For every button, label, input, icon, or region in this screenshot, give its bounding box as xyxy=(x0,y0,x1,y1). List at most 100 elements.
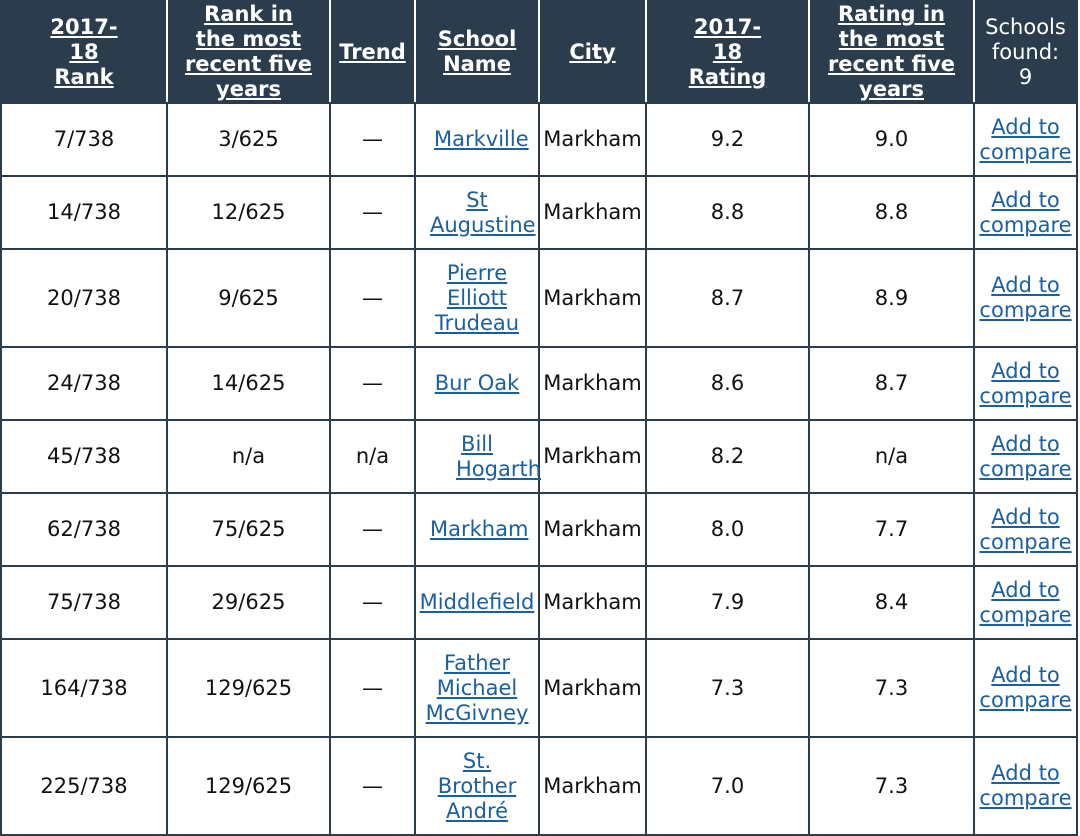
rating-cell: 8.7 xyxy=(645,248,810,348)
rank-five-years-cell: 9/625 xyxy=(166,248,331,348)
add-to-compare-link[interactable]: Add to compare xyxy=(979,663,1071,713)
rating-five-years-cell: 8.7 xyxy=(808,346,975,421)
trend-cell: — xyxy=(329,565,416,640)
add-to-compare-link[interactable]: Add to compare xyxy=(979,188,1071,238)
school-name-cell: Bill Hogarth xyxy=(414,419,542,494)
table-body: 7/738 3/625— Markville Markham 9.2 9.0 Add to c… xyxy=(0,102,1078,836)
school-link[interactable]: Middlefield xyxy=(419,590,535,614)
school-name-cell: St. Brother André xyxy=(414,736,540,836)
table-row: 20/738 9/625— Pierre Elliott Trudeau Markha… xyxy=(0,248,1078,348)
column-header-trend: Trend xyxy=(329,0,416,104)
trend-cell: — xyxy=(329,638,416,738)
city-cell: Markham xyxy=(538,175,647,250)
rating-five-years-cell: 8.8 xyxy=(808,175,975,250)
trend-cell: n/a xyxy=(329,419,416,494)
trend-cell: — xyxy=(329,492,416,567)
rank-five-years-cell: 3/625 xyxy=(166,102,331,177)
compare-cell: Add to compare xyxy=(973,346,1078,421)
school-name-cell: Middlefield xyxy=(414,565,540,640)
add-to-compare-label-line2: compare xyxy=(979,298,1072,322)
add-to-compare-link[interactable]: Add to compare xyxy=(979,359,1071,409)
add-to-compare-link[interactable]: Add to compare xyxy=(979,432,1071,482)
add-to-compare-label-line1: Add to xyxy=(991,273,1060,297)
add-to-compare-label-line1: Add to xyxy=(991,358,1060,383)
school-name-cell: Bur Oak xyxy=(414,346,540,421)
add-to-compare-label-line1: Add to xyxy=(991,577,1060,602)
sort-by-rank-link[interactable]: 2017-18 Rank xyxy=(50,14,118,89)
column-header-city: City xyxy=(538,0,647,104)
table-row: 7/738 3/625— Markville Markham 9.2 9.0 Add to c… xyxy=(0,102,1078,177)
compare-cell: Add to compare xyxy=(973,419,1078,494)
sort-by-trend-link[interactable]: Trend xyxy=(339,39,406,64)
compare-cell: Add to compare xyxy=(973,565,1078,640)
add-to-compare-label-line1: Add to xyxy=(991,431,1060,456)
rank-cell: 20/738 xyxy=(0,248,168,348)
add-to-compare-label-line1: Add to xyxy=(991,187,1060,212)
add-to-compare-link[interactable]: Add to compare xyxy=(979,761,1071,811)
add-to-compare-label-line1: Add to xyxy=(991,761,1060,785)
rank-cell: 45/738 xyxy=(0,419,168,494)
rating-five-years-cell: 9.0 xyxy=(808,102,975,177)
sort-by-rank-five-years-link[interactable]: Rank in the most recent five years xyxy=(184,2,313,101)
city-cell: Markham xyxy=(538,102,647,177)
school-link[interactable]: St Augustine xyxy=(430,187,536,237)
rating-cell: 7.3 xyxy=(645,638,810,738)
rating-cell: 8.6 xyxy=(645,346,810,421)
school-link[interactable]: Father Michael McGivney xyxy=(425,650,529,725)
add-to-compare-label-line2: compare xyxy=(979,383,1072,408)
sort-by-city-link[interactable]: City xyxy=(569,39,616,64)
city-cell: Markham xyxy=(538,565,647,640)
school-name-cell: Father Michael McGivney xyxy=(414,638,540,738)
add-to-compare-link[interactable]: Add to compare xyxy=(979,505,1071,555)
rating-five-years-cell: 8.4 xyxy=(808,565,975,640)
add-to-compare-link[interactable]: Add to compare xyxy=(979,578,1071,628)
trend-cell: — xyxy=(329,736,416,836)
add-to-compare-link[interactable]: Add to compare xyxy=(979,273,1071,323)
city-cell: Markham xyxy=(538,736,647,836)
rank-five-years-cell: 75/625 xyxy=(166,492,331,567)
compare-cell: Add to compare xyxy=(973,102,1078,177)
compare-cell: Add to compare xyxy=(973,175,1078,250)
column-header-school-name: School Name xyxy=(414,0,540,104)
schools-found-number: 9 xyxy=(1018,64,1033,89)
rank-cell: 14/738 xyxy=(0,175,168,250)
rating-cell: 8.8 xyxy=(645,175,810,250)
add-to-compare-label-line2: compare xyxy=(979,602,1072,627)
add-to-compare-link[interactable]: Add to compare xyxy=(979,115,1071,165)
school-name-cell: Pierre Elliott Trudeau xyxy=(414,248,540,348)
rank-five-years-cell: 129/625 xyxy=(166,736,331,836)
add-to-compare-label-line2: compare xyxy=(979,529,1072,554)
school-link[interactable]: Markville xyxy=(434,127,529,151)
table-row: 164/738 129/625— Father Michael McGivney Ma… xyxy=(0,638,1078,738)
sort-by-school-name-link[interactable]: School Name xyxy=(437,27,517,76)
trend-cell: — xyxy=(329,248,416,348)
rank-five-years-cell: 129/625 xyxy=(166,638,331,738)
table-row: 75/738 29/625— Middlefield Markham 7.9 8.4 Add… xyxy=(0,565,1078,640)
add-to-compare-label-line2: compare xyxy=(979,786,1072,810)
rating-cell: 7.9 xyxy=(645,565,810,640)
rating-cell: 8.2 xyxy=(645,419,810,494)
school-link[interactable]: St. Brother André xyxy=(437,748,517,823)
rating-five-years-cell: n/a xyxy=(808,419,975,494)
compare-cell: Add to compare xyxy=(973,736,1078,836)
add-to-compare-label-line2: compare xyxy=(979,688,1072,712)
sort-by-rating-five-years-link[interactable]: Rating in the most recent five years xyxy=(827,2,956,101)
trend-cell: — xyxy=(329,175,416,250)
add-to-compare-label-line2: compare xyxy=(979,212,1072,237)
table-row: 225/738 129/625— St. Brother André Markham 7… xyxy=(0,736,1078,836)
school-name-cell: Markville xyxy=(414,102,540,177)
rank-cell: 75/738 xyxy=(0,565,168,640)
trend-cell: — xyxy=(329,346,416,421)
school-link[interactable]: Pierre Elliott Trudeau xyxy=(434,260,520,335)
sort-by-rating-link[interactable]: 2017-18 Rating xyxy=(688,14,767,89)
rank-five-years-cell: 29/625 xyxy=(166,565,331,640)
school-link[interactable]: Markham xyxy=(430,517,529,541)
compare-cell: Add to compare xyxy=(973,248,1078,348)
school-link[interactable]: Bill Hogarth xyxy=(456,431,542,481)
rank-five-years-cell: n/a xyxy=(166,419,331,494)
schools-found-count: Schools found: 9 xyxy=(973,0,1078,104)
add-to-compare-label-line1: Add to xyxy=(991,114,1060,139)
school-link[interactable]: Bur Oak xyxy=(434,371,520,395)
rank-cell: 7/738 xyxy=(0,102,168,177)
